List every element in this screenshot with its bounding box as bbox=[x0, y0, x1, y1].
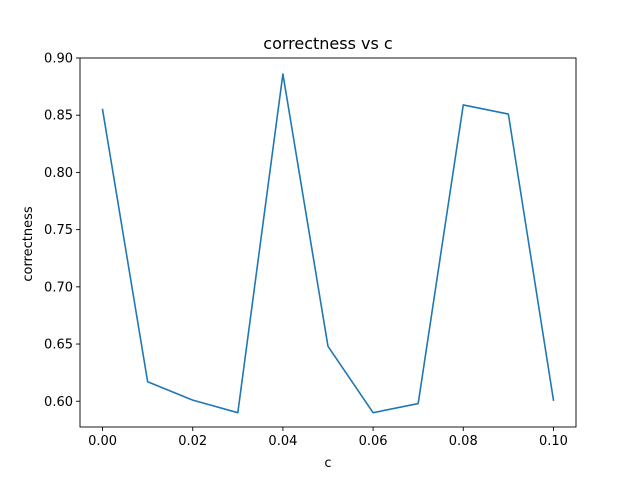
y-tick-label: 0.80 bbox=[44, 166, 73, 181]
y-tick-label: 0.70 bbox=[44, 280, 73, 295]
x-tick-label: 0.02 bbox=[178, 434, 207, 449]
x-tick-label: 0.00 bbox=[88, 434, 117, 449]
y-tick-label: 0.75 bbox=[44, 223, 73, 238]
y-axis-label: correctness bbox=[21, 206, 36, 282]
x-tick-label: 0.08 bbox=[449, 434, 478, 449]
chart-title: correctness vs c bbox=[263, 34, 392, 53]
y-tick-label: 0.90 bbox=[44, 52, 73, 67]
x-tick-label: 0.06 bbox=[359, 434, 388, 449]
y-tick-label: 0.85 bbox=[44, 109, 73, 124]
axes-frame bbox=[79, 57, 577, 428]
plot-area: 0.00 0.02 0.04 0.06 0.08 0.10 0.60 0.65 0.70 0.75… bbox=[44, 52, 577, 449]
x-tick-label: 0.04 bbox=[268, 434, 297, 449]
y-tick-label: 0.60 bbox=[44, 395, 73, 410]
series-line-0 bbox=[101, 73, 555, 414]
x-tick-label: 0.10 bbox=[539, 434, 568, 449]
x-axis-label: c bbox=[324, 456, 331, 471]
y-tick-label: 0.65 bbox=[44, 338, 73, 353]
